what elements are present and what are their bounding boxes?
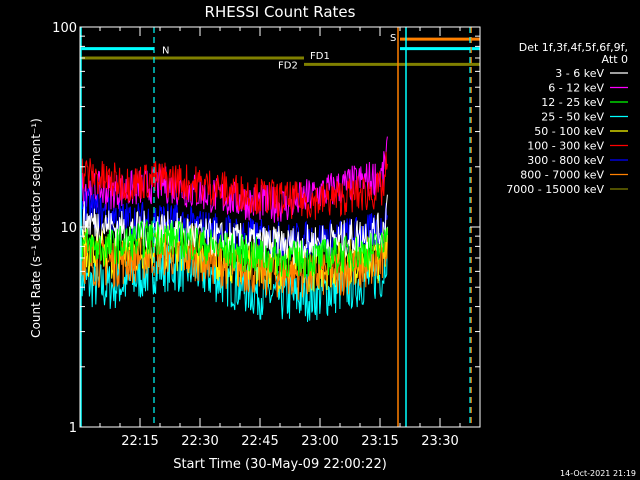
saa-label: S (390, 33, 396, 44)
y-tick-label: 10 (60, 221, 77, 236)
legend-header: Det 1f,3f,4f,5f,6f,9f, (519, 41, 628, 54)
fd2-label: FD2 (278, 60, 298, 71)
chart-title: RHESSI Count Rates (205, 3, 356, 21)
x-tick-label: 23:30 (421, 434, 458, 449)
series-line (79, 194, 388, 266)
night-label: N (162, 46, 169, 57)
legend-entry: 12 - 25 keV (541, 96, 604, 109)
y-axis-label: Count Rate (s⁻¹ detector segment⁻¹) (29, 118, 43, 338)
legend-entry: 3 - 6 keV (555, 67, 604, 80)
legend-entry: 300 - 800 keV (527, 154, 604, 167)
y-tick-label: 100 (52, 21, 77, 36)
legend-entry: 6 - 12 keV (548, 82, 604, 95)
x-tick-label: 22:45 (241, 434, 278, 449)
x-tick-label: 23:00 (301, 434, 338, 449)
x-tick-label: 23:15 (361, 434, 398, 449)
x-tick-label: 22:30 (181, 434, 218, 449)
legend-entry: 100 - 300 keV (527, 140, 604, 153)
legend-header: Att 0 (602, 53, 628, 66)
legend-entry: 50 - 100 keV (534, 125, 604, 138)
legend-entry: 25 - 50 keV (541, 111, 604, 124)
x-axis-label: Start Time (30-May-09 22:00:22) (173, 457, 387, 472)
timestamp: 14-Oct-2021 21:19 (560, 469, 636, 478)
fd1-label: FD1 (310, 51, 330, 62)
y-tick-label: 1 (69, 421, 77, 436)
legend-entry: 800 - 7000 keV (520, 169, 604, 182)
series-line (79, 220, 388, 279)
series-line (79, 151, 388, 220)
legend-entry: 7000 - 15000 keV (506, 183, 604, 196)
x-tick-label: 22:15 (121, 434, 158, 449)
